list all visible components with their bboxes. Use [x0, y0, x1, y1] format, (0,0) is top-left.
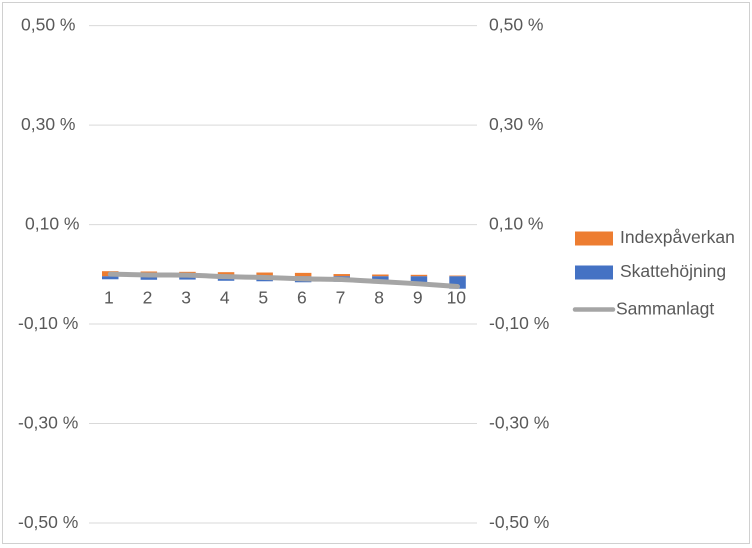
- svg-text:6: 6: [297, 288, 307, 308]
- svg-text:0,10 %: 0,10 %: [489, 214, 543, 234]
- svg-text:2: 2: [143, 288, 153, 308]
- svg-text:Skattehöjning: Skattehöjning: [620, 261, 726, 281]
- svg-text:4: 4: [220, 288, 230, 308]
- svg-text:10: 10: [447, 288, 467, 308]
- svg-text:8: 8: [374, 288, 384, 308]
- svg-text:0,50 %: 0,50 %: [21, 15, 75, 35]
- svg-text:0,50 %: 0,50 %: [489, 15, 543, 35]
- svg-text:-0,10 %: -0,10 %: [489, 313, 549, 333]
- svg-text:-0,50 %: -0,50 %: [18, 512, 78, 532]
- svg-text:0,30 %: 0,30 %: [21, 114, 75, 134]
- svg-text:9: 9: [413, 288, 423, 308]
- svg-text:7: 7: [336, 288, 346, 308]
- svg-text:0,10 %: 0,10 %: [25, 214, 79, 234]
- svg-text:5: 5: [258, 288, 268, 308]
- svg-text:3: 3: [181, 288, 191, 308]
- svg-text:Sammanlagt: Sammanlagt: [616, 299, 714, 319]
- svg-text:Indexpåverkan: Indexpåverkan: [620, 227, 735, 247]
- svg-text:0,30 %: 0,30 %: [489, 114, 543, 134]
- svg-text:-0,50 %: -0,50 %: [489, 512, 549, 532]
- svg-text:-0,30 %: -0,30 %: [489, 413, 549, 433]
- svg-text:-0,10 %: -0,10 %: [18, 313, 78, 333]
- svg-text:-0,30 %: -0,30 %: [18, 413, 78, 433]
- svg-text:1: 1: [104, 288, 114, 308]
